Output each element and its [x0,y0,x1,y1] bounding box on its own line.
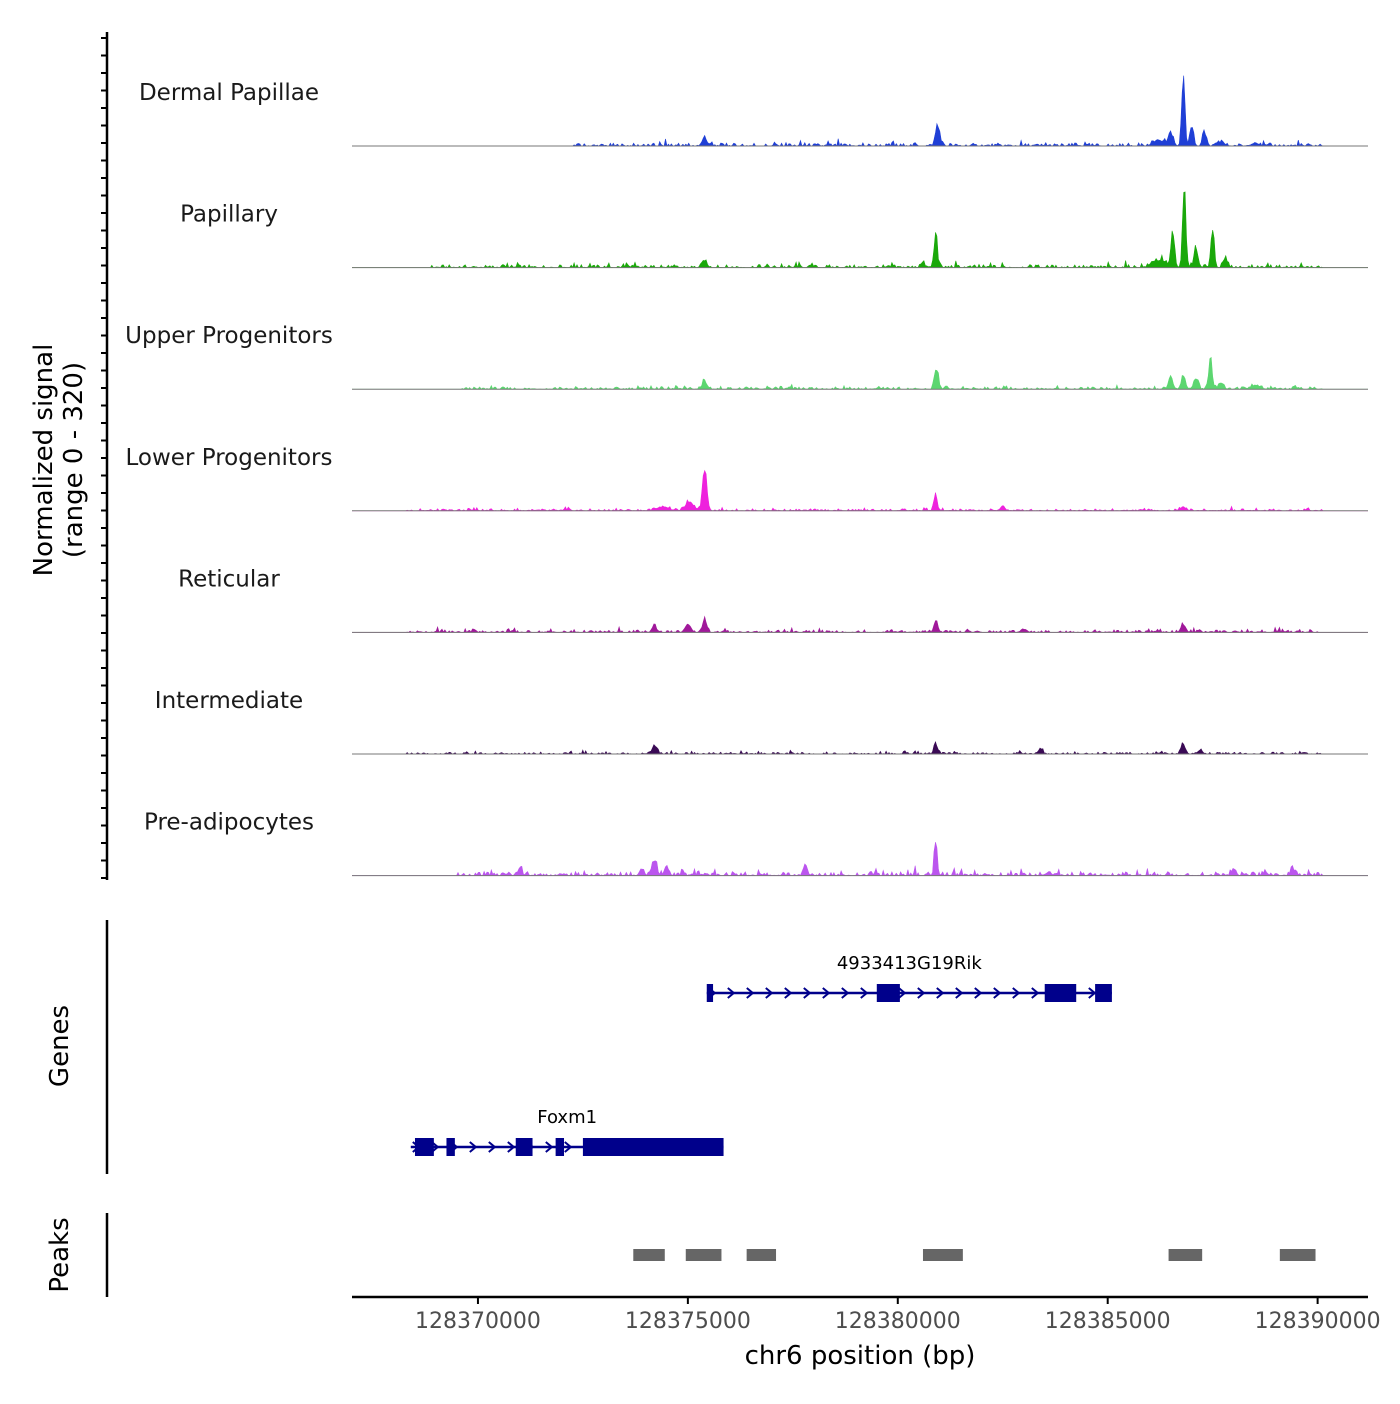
gene-label: 4933413G19Rik [837,953,983,974]
strand-chevron [545,1141,554,1153]
gene-track: 4933413G19Rik Foxm1 [105,920,1112,1174]
track-label: Upper Progenitors [125,323,333,349]
gene-label: Foxm1 [537,1107,597,1128]
gene-exon [414,1138,434,1156]
strand-chevron [822,987,831,999]
gene-exon [706,984,714,1002]
coverage-area [352,191,1368,269]
genes-y-axis-label: Genes [45,1005,75,1087]
strand-chevron [841,987,850,999]
peak-region [1168,1249,1203,1261]
peak-track [105,1213,1316,1297]
coverage-area [352,469,1368,512]
peak-region [633,1249,665,1261]
peak-region [685,1249,722,1261]
strand-chevron [564,1141,573,1153]
x-tick-label: 128375000 [625,1309,751,1334]
strand-chevron [1088,987,1097,999]
strand-chevron [727,987,736,999]
x-axis-label: chr6 position (bp) [745,1341,976,1371]
strand-chevron [803,987,812,999]
coverage-track: Pre-adipocytes [144,810,1368,877]
strand-chevron [746,987,755,999]
gene-exon [582,1138,724,1156]
coverage-area [352,75,1368,147]
strand-chevron [488,1141,497,1153]
strand-chevron [1031,987,1040,999]
coverage-y-axis [101,32,109,880]
track-label: Papillary [180,202,278,228]
peak-region [922,1249,963,1261]
peak-region [746,1249,777,1261]
coverage-track: Upper Progenitors [125,323,1368,390]
track-label: Lower Progenitors [126,445,333,471]
x-axis: 128370000 128375000 128380000 128385000 1283… [352,1295,1381,1334]
strand-chevron [1012,987,1021,999]
gene-exon [1095,984,1112,1002]
gene: 4933413G19Rik [706,953,1112,1002]
peaks-y-axis-label: Peaks [45,1217,75,1292]
coverage-track: Papillary [180,191,1368,269]
strand-chevron [917,987,926,999]
strand-chevron [765,987,774,999]
strand-chevron [860,987,869,999]
gene-exon [446,1138,455,1156]
coverage-tracks: Dermal Papillae Papillary Upper Progenitor… [125,75,1368,877]
coverage-area [352,615,1368,634]
coverage-y-axis-label-line2: (range 0 - 320) [59,362,89,558]
x-tick-label: 128390000 [1255,1309,1381,1334]
coverage-area [352,842,1368,877]
coverage-track: Dermal Papillae [139,75,1368,147]
gene-exon [876,984,900,1002]
strand-chevron [507,1141,516,1153]
coverage-area [352,356,1368,390]
strand-chevron [784,987,793,999]
strand-chevron [974,987,983,999]
x-tick-label: 128370000 [415,1309,541,1334]
peak-region [1279,1249,1316,1261]
gene-exon [555,1138,565,1156]
strand-chevron [936,987,945,999]
track-label: Dermal Papillae [139,80,319,106]
strand-chevron [955,987,964,999]
coverage-track: Reticular [178,566,1368,634]
gene: Foxm1 [410,1107,724,1156]
coverage-area [352,741,1368,755]
coverage-track: Lower Progenitors [126,445,1368,512]
gene-exon [515,1138,533,1156]
gene-exon [1044,984,1077,1002]
strand-chevron [898,987,907,999]
coverage-y-axis-label-line1: Normalized signal [29,344,59,577]
x-tick-label: 128380000 [835,1309,961,1334]
track-label: Reticular [178,566,280,592]
strand-chevron [469,1141,478,1153]
track-label: Pre-adipocytes [144,810,314,836]
coverage-track: Intermediate [155,688,1368,755]
track-label: Intermediate [155,688,303,714]
strand-chevron [993,987,1002,999]
x-tick-label: 128385000 [1045,1309,1171,1334]
